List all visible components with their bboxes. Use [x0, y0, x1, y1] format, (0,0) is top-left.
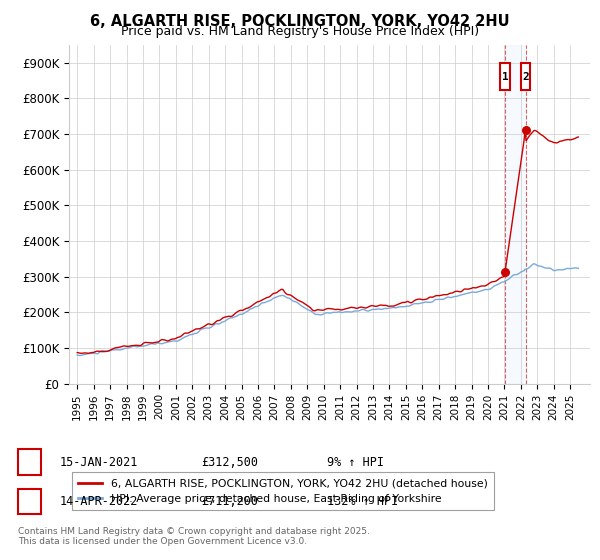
Text: Contains HM Land Registry data © Crown copyright and database right 2025.
This d: Contains HM Land Registry data © Crown c… — [18, 526, 370, 546]
Text: 9% ↑ HPI: 9% ↑ HPI — [327, 455, 384, 469]
Point — [500, 268, 510, 277]
Text: 6, ALGARTH RISE, POCKLINGTON, YORK, YO42 2HU: 6, ALGARTH RISE, POCKLINGTON, YORK, YO42… — [90, 14, 510, 29]
Text: 1: 1 — [26, 455, 33, 469]
Text: £312,500: £312,500 — [201, 455, 258, 469]
Bar — [505, 45, 526, 384]
Bar — [500, 63, 509, 91]
Text: 14-APR-2022: 14-APR-2022 — [60, 494, 139, 508]
Text: 2: 2 — [26, 494, 33, 508]
Text: 15-JAN-2021: 15-JAN-2021 — [60, 455, 139, 469]
Text: Price paid vs. HM Land Registry's House Price Index (HPI): Price paid vs. HM Land Registry's House … — [121, 25, 479, 38]
Text: 132% ↑ HPI: 132% ↑ HPI — [327, 494, 398, 508]
Text: £711,200: £711,200 — [201, 494, 258, 508]
Bar — [521, 63, 530, 91]
Legend: 6, ALGARTH RISE, POCKLINGTON, YORK, YO42 2HU (detached house), HPI: Average pric: 6, ALGARTH RISE, POCKLINGTON, YORK, YO42… — [72, 472, 494, 510]
Point — [521, 125, 530, 134]
Text: 1: 1 — [502, 72, 508, 82]
Text: 2: 2 — [522, 72, 529, 82]
